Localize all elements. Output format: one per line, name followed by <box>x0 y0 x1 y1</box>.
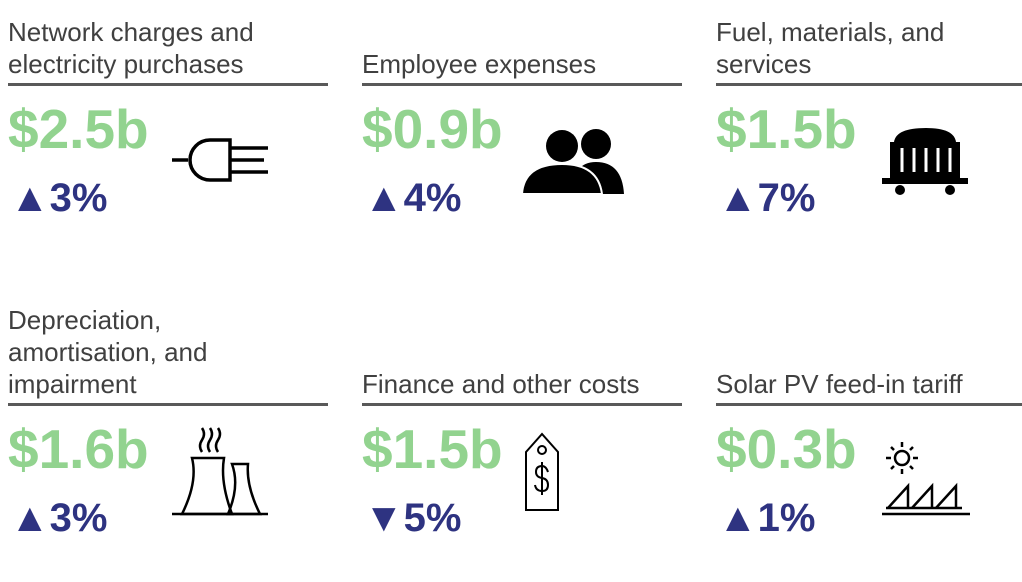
divider <box>362 403 682 406</box>
amount: $1.6b <box>8 418 149 480</box>
people-icon <box>522 129 624 195</box>
card: Fuel, materials, and services $1.5b ▲7% <box>716 2 1022 262</box>
card-title: Employee expenses <box>362 49 597 79</box>
amount: $0.3b <box>716 418 857 480</box>
coal-cart-icon <box>882 128 968 195</box>
amount: $1.5b <box>362 418 503 480</box>
card-title: Finance and other costs <box>362 369 640 399</box>
card: Network charges and electricity purchase… <box>8 2 328 262</box>
price-tag-icon <box>525 432 559 511</box>
divider <box>716 403 1022 406</box>
change: ▲3% <box>10 176 108 220</box>
card-title: Network charges and electricity purchase… <box>8 17 254 79</box>
divider <box>362 83 682 86</box>
divider <box>716 83 1022 86</box>
change: ▲7% <box>718 176 816 220</box>
change: ▲3% <box>10 496 108 540</box>
card: Solar PV feed-in tariff $0.3b ▲1% <box>716 322 1022 582</box>
amount: $1.5b <box>716 98 857 160</box>
amount: $0.9b <box>362 98 503 160</box>
divider <box>8 83 328 86</box>
card-title: Solar PV feed-in tariff <box>716 369 963 399</box>
solar-icon <box>882 442 970 516</box>
card: Employee expenses $0.9b ▲4% <box>362 2 682 262</box>
change: ▲1% <box>718 496 816 540</box>
page: Network charges and electricity purchase… <box>8 2 1022 540</box>
change: ▲4% <box>364 176 462 220</box>
change: ▼5% <box>364 496 462 540</box>
card-title: Depreciation, amortisation, and impairme… <box>8 305 208 399</box>
card-title: Fuel, materials, and services <box>716 17 945 79</box>
card: Finance and other costs $1.5b ▼5% <box>362 322 682 582</box>
cooling-tower-icon <box>172 427 268 516</box>
plug-icon <box>172 138 268 182</box>
card: Depreciation, amortisation, and impairme… <box>8 305 328 582</box>
amount: $2.5b <box>8 98 149 160</box>
divider <box>8 403 328 406</box>
